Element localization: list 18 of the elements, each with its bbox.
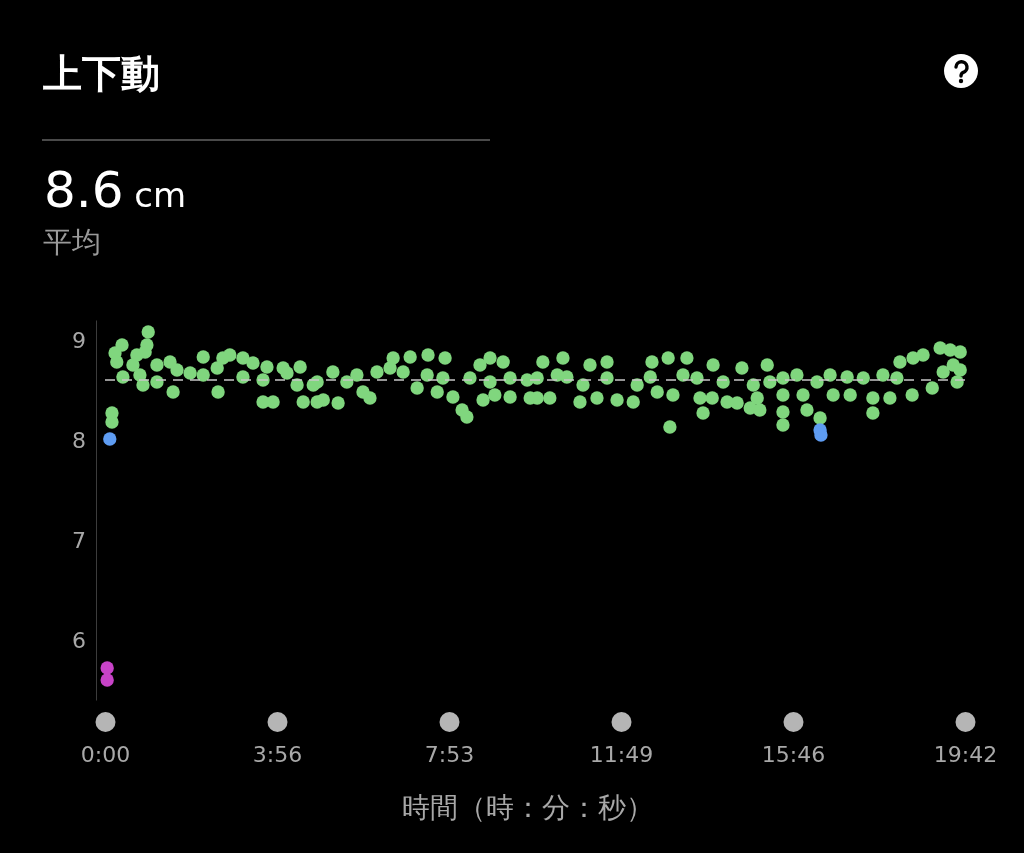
point xyxy=(100,661,114,675)
x-tick-label: 15:46 xyxy=(761,741,826,767)
x-tick-label: 7:53 xyxy=(424,741,475,767)
chart-title: 上下動 xyxy=(43,51,160,96)
x-axis-title: 時間（時：分：秒） xyxy=(402,791,654,824)
y-tick-label: 7 xyxy=(72,527,86,553)
point xyxy=(100,673,114,687)
y-tick-label: 9 xyxy=(72,327,86,353)
x-tick-label: 11:49 xyxy=(589,741,654,767)
x-tick-label: 3:56 xyxy=(252,741,303,767)
point xyxy=(814,428,828,442)
y-tick-label: 6 xyxy=(72,627,86,653)
x-tick-label: 19:42 xyxy=(933,741,998,767)
x-tick-label: 0:00 xyxy=(80,741,131,767)
y-tick-label: 8 xyxy=(72,427,86,453)
chart-subtitle: 8.6 cm xyxy=(44,161,187,219)
point xyxy=(103,432,117,446)
text: 平均 xyxy=(43,225,101,259)
